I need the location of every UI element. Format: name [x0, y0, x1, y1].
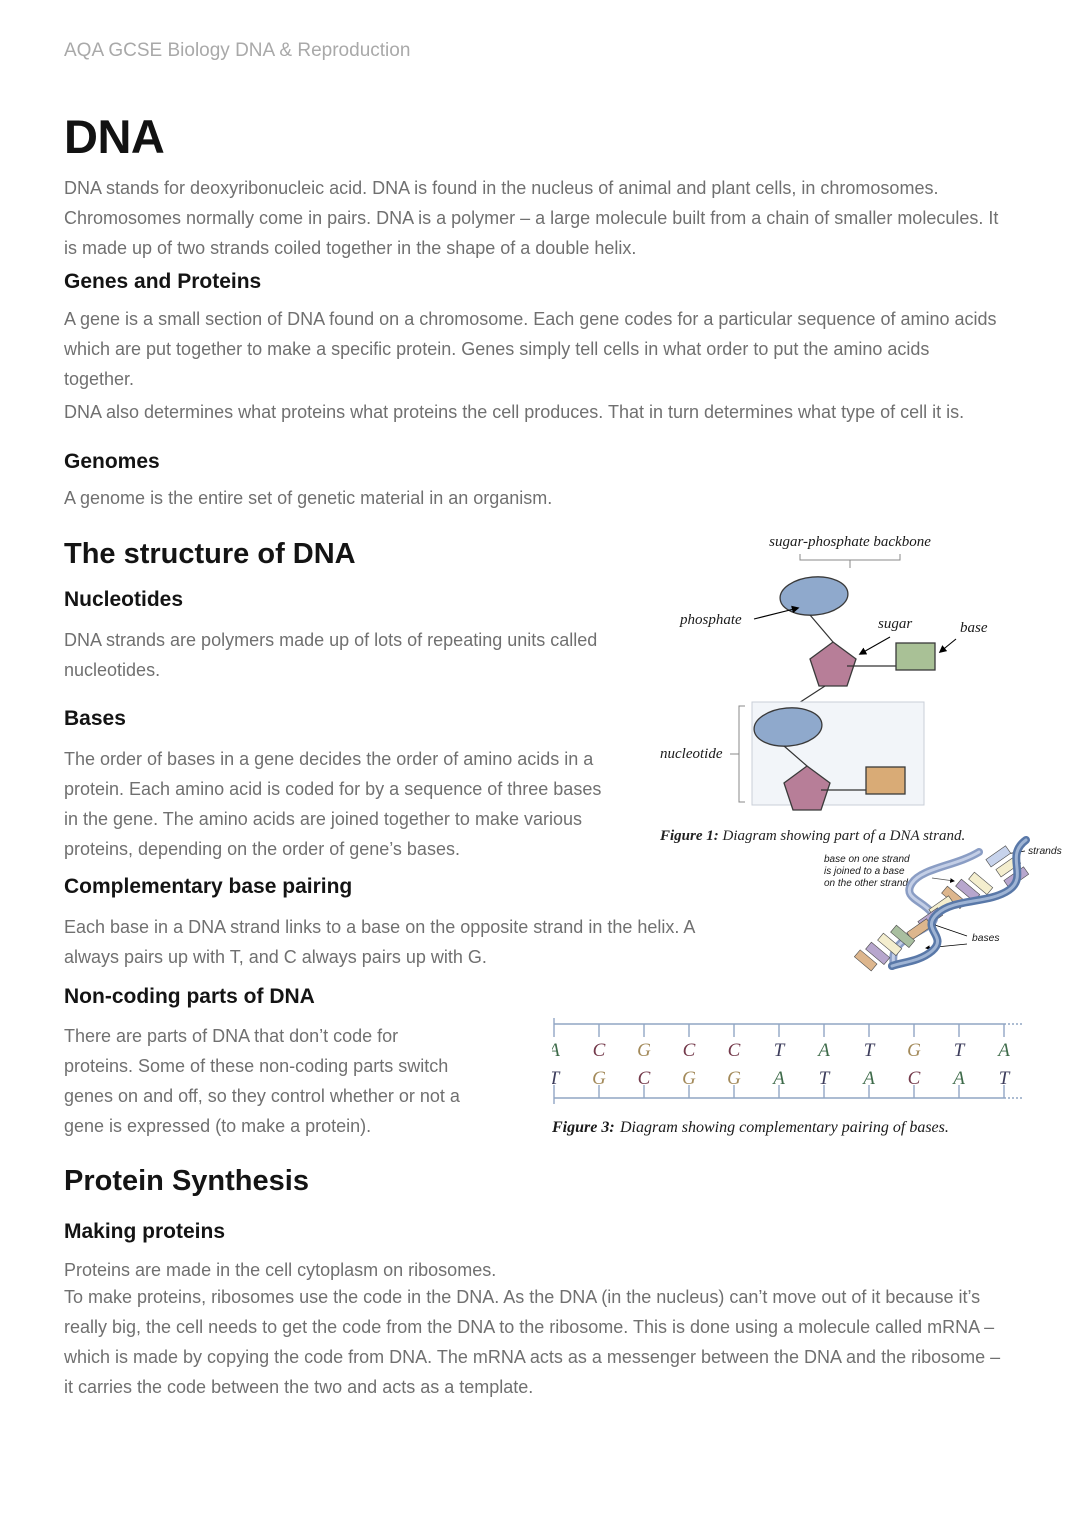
svg-text:T: T: [774, 1040, 786, 1061]
svg-text:Diagram showing complementary: Diagram showing complementary pairing of…: [619, 1119, 949, 1136]
svg-text:A: A: [996, 1040, 1010, 1061]
svg-text:G: G: [682, 1068, 696, 1089]
svg-text:G: G: [637, 1040, 651, 1061]
svg-text:A: A: [552, 1040, 560, 1061]
svg-text:phosphate: phosphate: [679, 612, 742, 628]
svg-text:T: T: [999, 1068, 1011, 1089]
svg-text:A: A: [861, 1068, 875, 1089]
svg-text:C: C: [683, 1040, 696, 1061]
svg-text:G: G: [592, 1068, 606, 1089]
svg-text:Figure 3:: Figure 3:: [552, 1119, 615, 1136]
svg-text:sugar-phosphate backbone: sugar-phosphate backbone: [769, 534, 931, 550]
svg-text:A: A: [771, 1068, 785, 1089]
svg-text:T: T: [819, 1068, 831, 1089]
svg-text:T: T: [864, 1040, 876, 1061]
svg-text:C: C: [908, 1068, 921, 1089]
svg-text:Figure 1: Diagram showing par: Figure 1: Diagram showing part of a DNA …: [660, 828, 965, 844]
svg-text:A: A: [816, 1040, 830, 1061]
svg-text:on the other strand: on the other strand: [824, 878, 908, 889]
svg-text:A: A: [951, 1068, 965, 1089]
svg-text:base on one strand: base on one strand: [824, 854, 910, 865]
svg-text:is joined to a base: is joined to a base: [824, 866, 905, 877]
svg-text:C: C: [593, 1040, 606, 1061]
svg-text:C: C: [638, 1068, 651, 1089]
svg-text:bases: bases: [972, 933, 999, 944]
svg-text:G: G: [907, 1040, 921, 1061]
svg-text:C: C: [728, 1040, 741, 1061]
svg-text:nucleotide: nucleotide: [660, 746, 723, 762]
svg-text:G: G: [727, 1068, 741, 1089]
svg-text:sugar: sugar: [878, 616, 912, 632]
svg-text:base: base: [960, 620, 988, 636]
svg-text:T: T: [552, 1068, 561, 1089]
svg-text:T: T: [954, 1040, 966, 1061]
